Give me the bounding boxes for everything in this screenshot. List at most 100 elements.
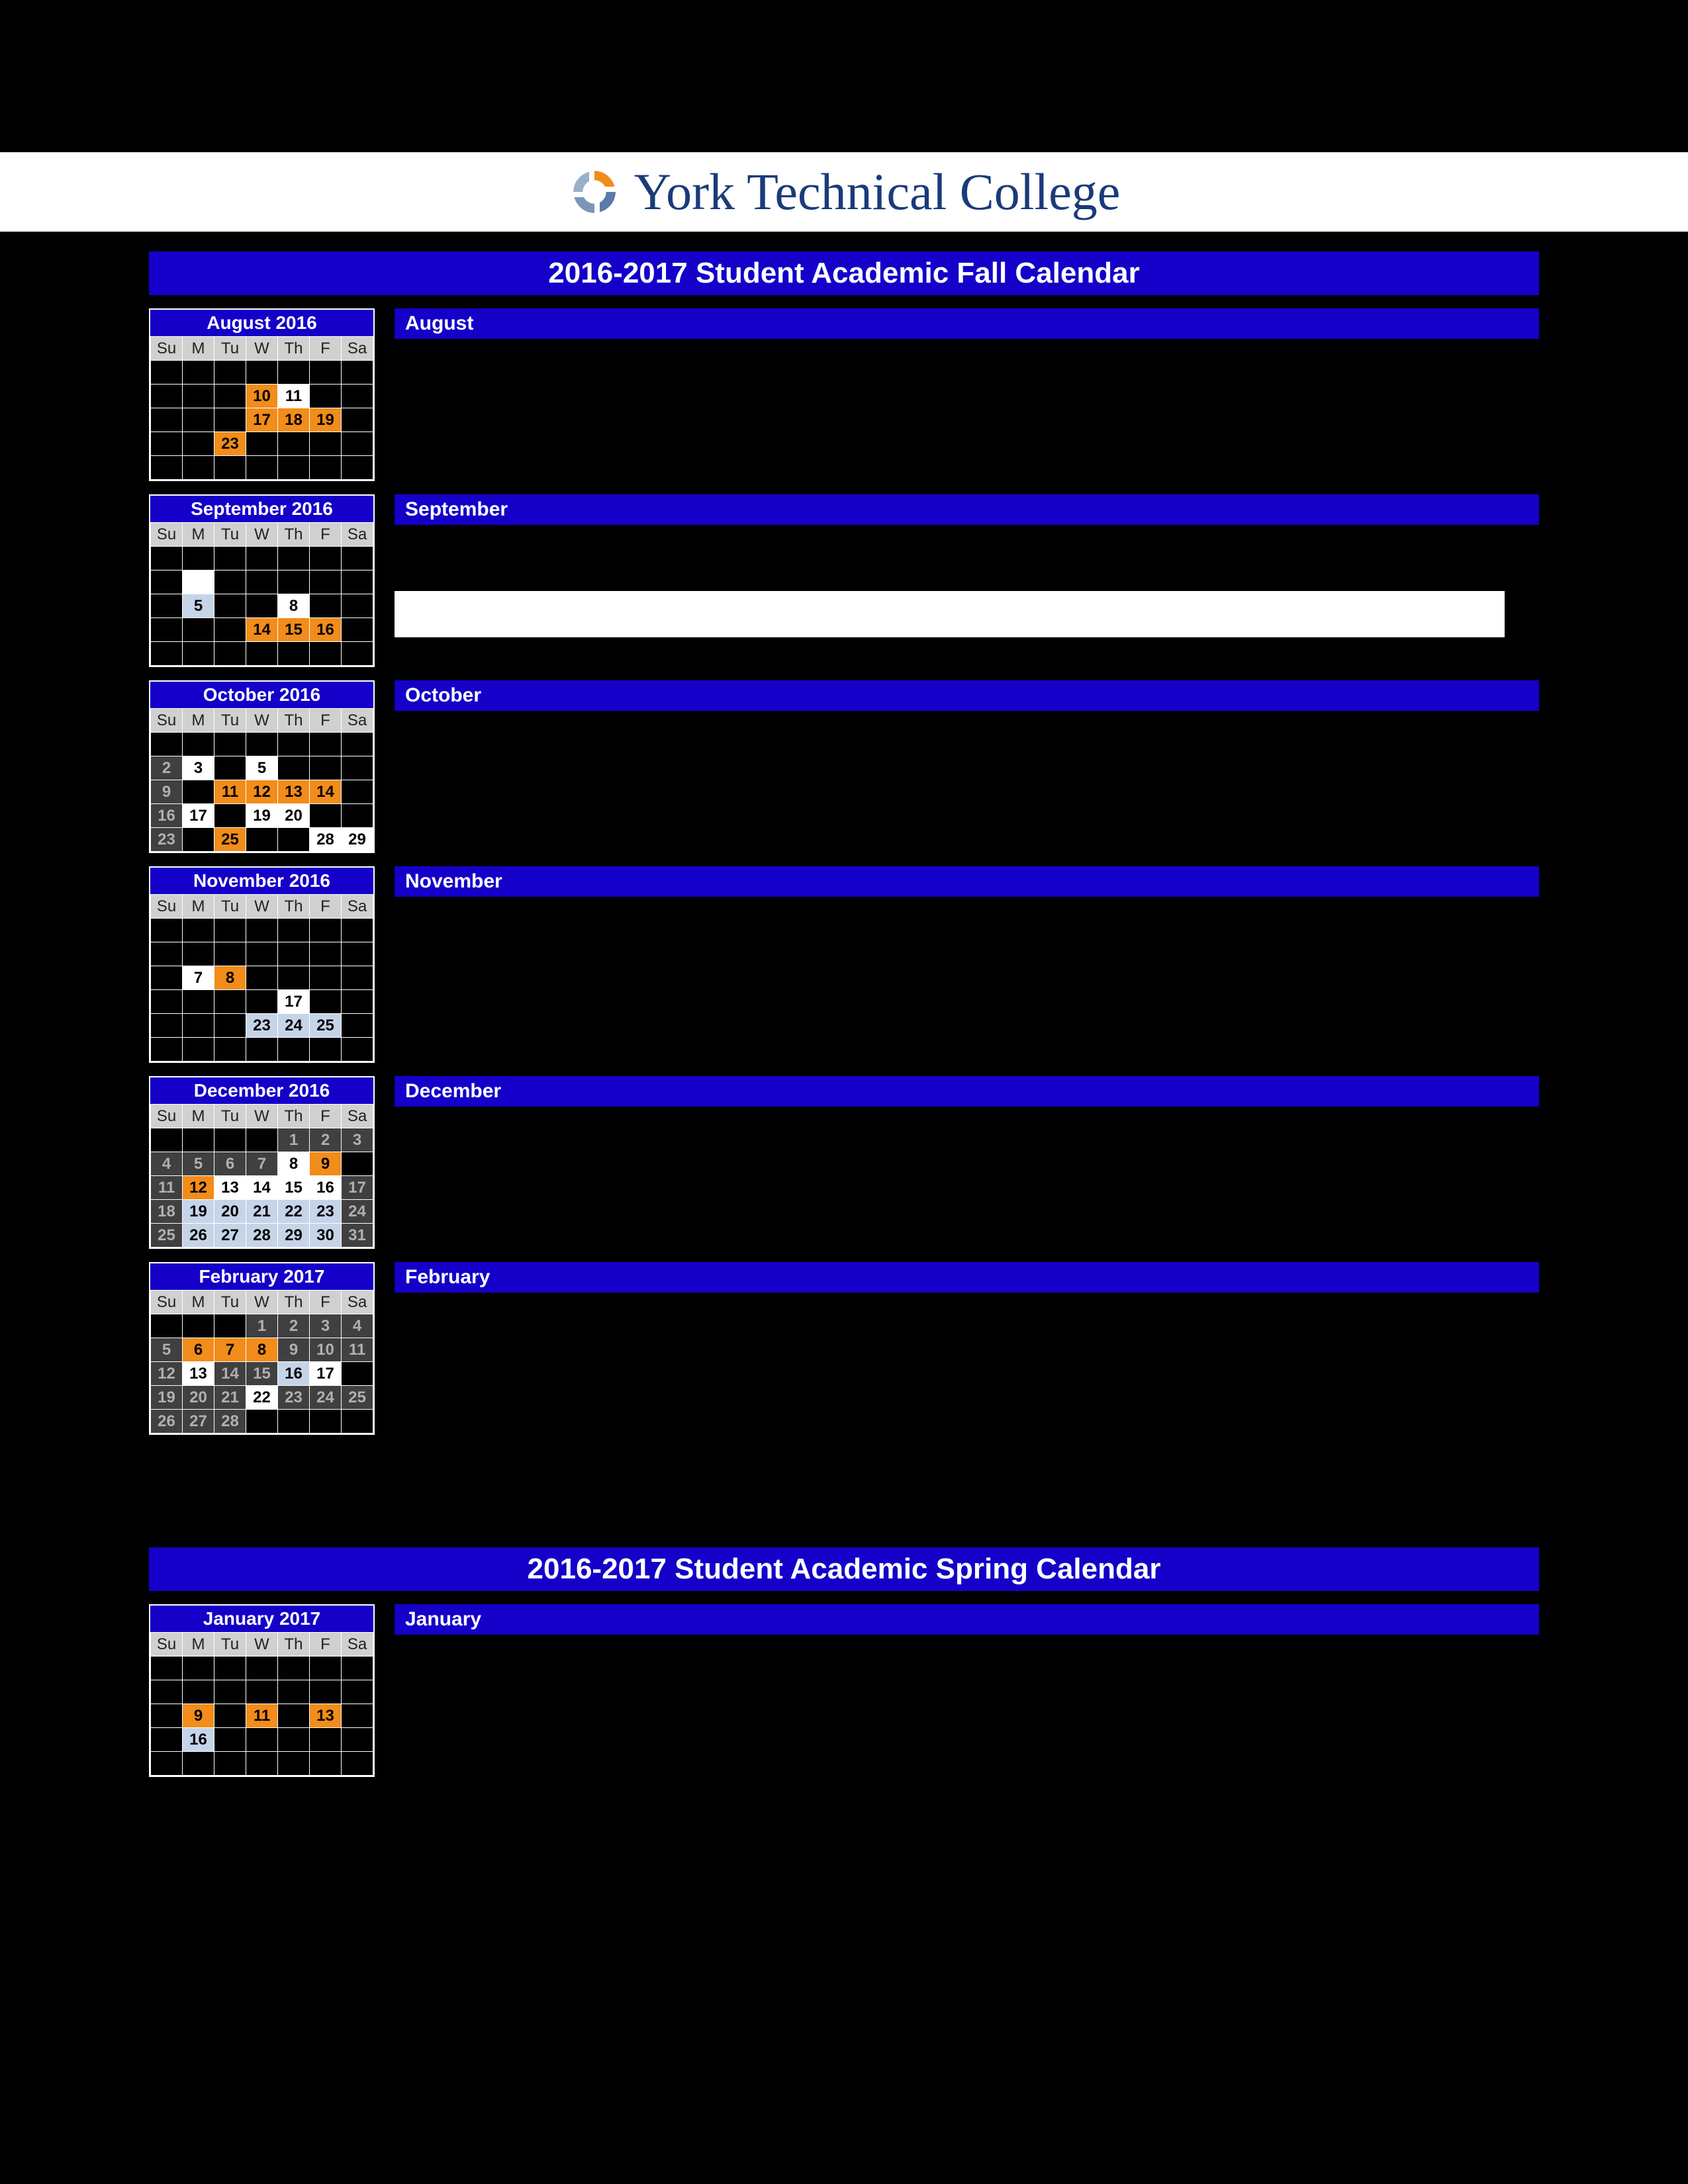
day-header: Th	[278, 1105, 310, 1128]
calendar-day	[278, 570, 310, 594]
calendar-day	[310, 1680, 342, 1704]
calendar-day	[151, 361, 183, 385]
day-header: Sa	[342, 1105, 373, 1128]
month-label: January	[395, 1604, 1539, 1635]
calendar-oct2016: October 2016SuMTuWThFSa23591112131416171…	[149, 680, 375, 853]
calendar-nov2016: November 2016SuMTuWThFSa7817232425	[149, 866, 375, 1063]
calendar-day	[214, 1728, 246, 1752]
calendar-day	[342, 756, 373, 780]
calendar-day: 17	[183, 804, 214, 828]
calendar-day: 25	[214, 828, 246, 852]
day-header: Th	[278, 337, 310, 361]
calendar-day	[342, 1152, 373, 1176]
calendar-day: 21	[246, 1200, 278, 1224]
calendar-day	[278, 361, 310, 385]
month-detail: February	[395, 1262, 1539, 1293]
calendar-day: 19	[310, 408, 342, 432]
calendar-day	[214, 408, 246, 432]
calendar-day	[310, 804, 342, 828]
day-header: Tu	[214, 895, 246, 919]
calendar-day: 13	[278, 780, 310, 804]
calendar-day	[214, 456, 246, 480]
calendar-day	[310, 1038, 342, 1062]
month-detail: October	[395, 680, 1539, 711]
calendar-day	[214, 1014, 246, 1038]
calendar-day	[214, 1128, 246, 1152]
month-row-sep2016: September 2016SuMTuWThFSa58141516Septemb…	[149, 494, 1539, 667]
calendar-day	[342, 618, 373, 642]
calendar-day: 14	[214, 1362, 246, 1386]
calendar-day	[246, 828, 278, 852]
calendar-day	[342, 432, 373, 456]
calendar-day: 7	[183, 966, 214, 990]
calendar-day: 16	[278, 1362, 310, 1386]
calendar-day	[183, 1128, 214, 1152]
day-header: Sa	[342, 709, 373, 733]
calendar-day: 17	[278, 990, 310, 1014]
logo-bar: York Technical College	[0, 152, 1688, 232]
day-header: F	[310, 1291, 342, 1314]
calendar-day	[214, 385, 246, 408]
calendar-day	[278, 1038, 310, 1062]
calendar-day	[151, 1704, 183, 1728]
calendar-day	[342, 919, 373, 942]
calendar-day	[310, 385, 342, 408]
day-header: F	[310, 337, 342, 361]
calendar-day: 20	[183, 1386, 214, 1410]
day-header: Sa	[342, 1633, 373, 1657]
calendar-day	[183, 942, 214, 966]
calendar-day	[342, 1752, 373, 1776]
fall-title: 2016-2017 Student Academic Fall Calendar	[149, 251, 1539, 295]
calendar-day	[310, 919, 342, 942]
day-header: Su	[151, 523, 183, 547]
day-header: Tu	[214, 1633, 246, 1657]
calendar-day	[310, 594, 342, 618]
calendar-day	[151, 456, 183, 480]
day-header: W	[246, 337, 278, 361]
calendar-day	[342, 594, 373, 618]
calendar-day	[342, 1014, 373, 1038]
calendar-day	[183, 828, 214, 852]
calendar-day: 3	[342, 1128, 373, 1152]
calendar-day	[183, 547, 214, 570]
calendar-day	[310, 733, 342, 756]
calendar-day: 16	[183, 1728, 214, 1752]
month-label: November	[395, 866, 1539, 897]
calendar-day	[151, 570, 183, 594]
day-header: Th	[278, 1633, 310, 1657]
calendar-day	[214, 1704, 246, 1728]
calendar-day	[246, 1128, 278, 1152]
calendar-day	[310, 642, 342, 666]
calendar-day	[183, 642, 214, 666]
calendar-day: 17	[310, 1362, 342, 1386]
calendar-day	[151, 990, 183, 1014]
calendar-day: 12	[246, 780, 278, 804]
calendar-day	[342, 1362, 373, 1386]
calendar-day	[214, 547, 246, 570]
calendar-day: 23	[214, 432, 246, 456]
calendar-day	[214, 1314, 246, 1338]
calendar-title: February 2017	[150, 1263, 373, 1290]
calendar-day: 19	[246, 804, 278, 828]
calendar-day	[183, 1014, 214, 1038]
calendar-day	[246, 1728, 278, 1752]
day-header: Tu	[214, 337, 246, 361]
calendar-day	[246, 919, 278, 942]
calendar-day	[310, 570, 342, 594]
calendar-day	[246, 456, 278, 480]
month-row-oct2016: October 2016SuMTuWThFSa23591112131416171…	[149, 680, 1539, 853]
calendar-day	[246, 1752, 278, 1776]
calendar-day: 22	[278, 1200, 310, 1224]
calendar-day: 28	[214, 1410, 246, 1433]
calendar-day: 25	[310, 1014, 342, 1038]
calendar-day: 26	[183, 1224, 214, 1248]
calendar-day	[310, 1410, 342, 1433]
calendar-day: 22	[246, 1386, 278, 1410]
calendar-day: 3	[183, 756, 214, 780]
calendar-day	[183, 1752, 214, 1776]
spring-title: 2016-2017 Student Academic Spring Calend…	[149, 1547, 1539, 1591]
calendar-day: 14	[246, 1176, 278, 1200]
month-detail: September	[395, 494, 1539, 637]
calendar-day	[310, 942, 342, 966]
calendar-day: 9	[278, 1338, 310, 1362]
